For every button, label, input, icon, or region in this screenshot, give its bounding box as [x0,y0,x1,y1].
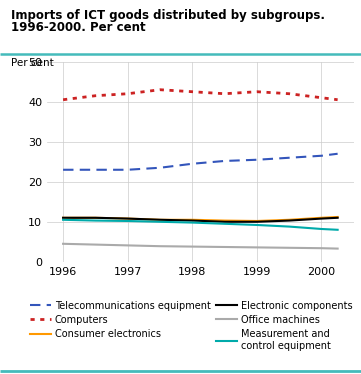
Text: 1996-2000. Per cent: 1996-2000. Per cent [11,21,145,34]
Legend: Telecommunications equipment, Computers, Consumer electronics, Electronic compon: Telecommunications equipment, Computers,… [30,301,353,351]
Text: Imports of ICT goods distributed by subgroups.: Imports of ICT goods distributed by subg… [11,9,325,22]
Text: Per cent: Per cent [11,58,53,68]
